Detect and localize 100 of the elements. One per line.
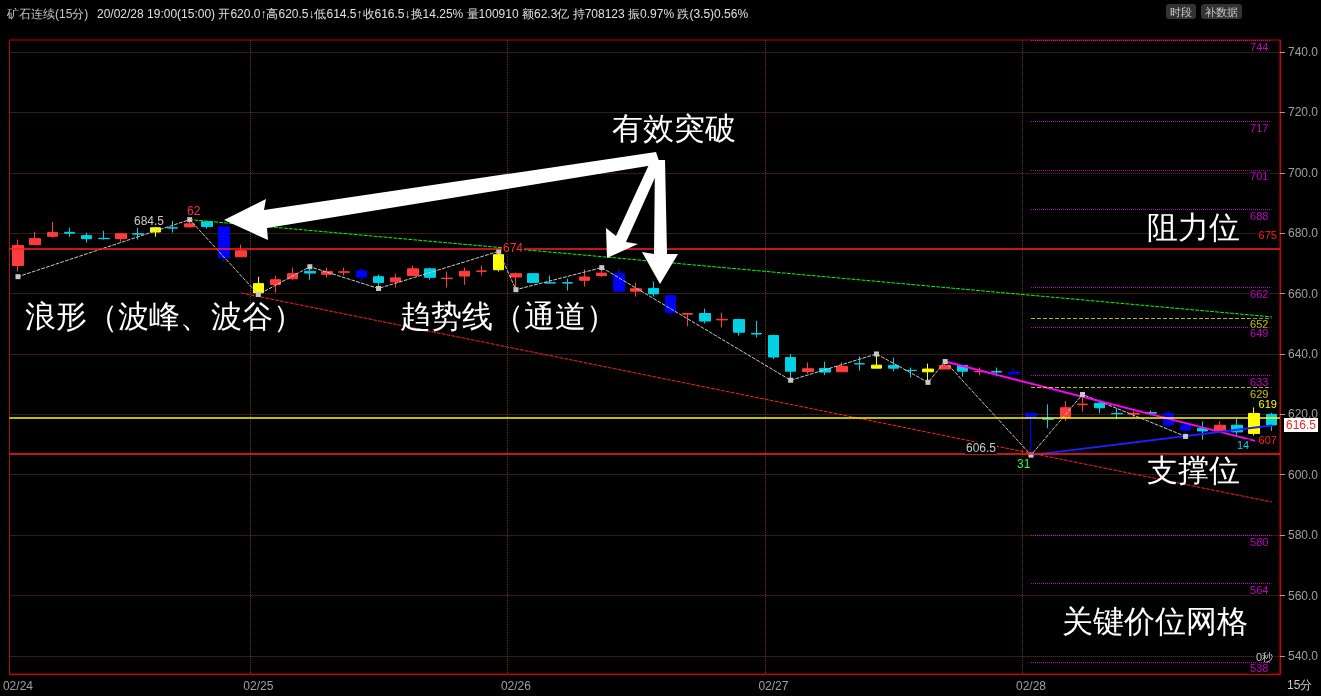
- candlestick: [356, 267, 367, 283]
- annotation: 有效突破: [612, 111, 736, 146]
- ref-line-label: 701: [1250, 170, 1269, 183]
- candlestick: [751, 320, 762, 338]
- candlestick: [596, 267, 607, 278]
- candlestick: [270, 275, 281, 294]
- y-tick-label: 640.0: [1287, 346, 1319, 361]
- candlestick: [476, 265, 487, 276]
- candlestick: [836, 361, 848, 373]
- ref-line-label: 607: [1258, 434, 1277, 447]
- candlestick: [768, 334, 779, 360]
- candlestick: [682, 312, 693, 327]
- candlestick: [304, 266, 316, 281]
- x-tick-label: 02/28: [1015, 679, 1047, 693]
- y-tick-label: 560.0: [1287, 588, 1319, 603]
- text: 补数据: [1205, 5, 1238, 18]
- text: 时段: [1170, 5, 1192, 18]
- annotation: 606.5: [966, 441, 997, 455]
- candlestick: [201, 221, 213, 230]
- ref-line-label: 633: [1250, 375, 1269, 388]
- candlestick: [785, 353, 796, 381]
- chart-subtitle: 20/02/28 19:00(15:00) 开620.0↑高620.5↓低614.5↑收616.5↓换14.25% 量100910 额62.3亿 持708123 振0.97% 跌(3.5)0.56%: [97, 7, 749, 21]
- candlestick: [64, 227, 75, 238]
- x-tick-label: 02/24: [2, 679, 34, 693]
- annotation: 支撑位: [1147, 453, 1240, 488]
- annotation: 31: [1017, 457, 1031, 472]
- annotation: 0秒: [1256, 650, 1274, 663]
- candlestick: [510, 271, 522, 291]
- x-tick-label: 02/25: [243, 679, 274, 693]
- y-tick-label: 580.0: [1287, 528, 1319, 543]
- ref-line-label: 688: [1250, 209, 1269, 222]
- candlestick: [235, 244, 247, 258]
- candlestick: [407, 265, 419, 276]
- candlestick: [562, 278, 573, 292]
- candlestick: [12, 239, 24, 273]
- ref-line-label: 652: [1250, 318, 1269, 331]
- candlestick: [1111, 407, 1123, 420]
- candlestick: [81, 232, 92, 244]
- x-tick-label: 02/27: [758, 679, 789, 693]
- ref-line-label: 619: [1258, 397, 1277, 410]
- candlestick: [733, 318, 745, 337]
- annotation: 674: [503, 241, 524, 255]
- point: [1080, 391, 1086, 397]
- candlestick: [716, 312, 728, 328]
- candlestick: [871, 353, 882, 369]
- y-tick-label: 720.0: [1287, 105, 1319, 120]
- candlestick: [802, 361, 814, 375]
- candlestick: [29, 231, 41, 246]
- point: [187, 217, 193, 223]
- annotation: 关键价位网格: [1062, 604, 1248, 639]
- annotation: 浪形（波峰、波谷）: [25, 299, 304, 334]
- point: [376, 285, 382, 291]
- annotation: 14: [1237, 438, 1250, 451]
- candlestick: [613, 268, 625, 292]
- y-tick-label: 700.0: [1287, 165, 1319, 180]
- candlestick: [47, 221, 58, 239]
- y-tick-label: 600.0: [1287, 467, 1319, 482]
- ref-line-label: 675: [1258, 228, 1277, 241]
- ref-line-label: 580: [1250, 535, 1269, 548]
- x-tick-label: 02/26: [500, 679, 532, 693]
- ref-line-label: 717: [1250, 122, 1269, 135]
- candlestick: [527, 273, 539, 283]
- ref-line-label: 629: [1250, 387, 1269, 400]
- y-tick-label: 660.0: [1287, 286, 1319, 301]
- point: [599, 265, 605, 271]
- candlestick: [648, 281, 659, 298]
- point: [255, 292, 261, 298]
- ref-line-label: 649: [1250, 327, 1269, 340]
- candlestick: [441, 271, 453, 289]
- candlestick: [390, 273, 401, 289]
- annotation: 阻力位: [1147, 210, 1240, 245]
- candlestick: [905, 367, 917, 379]
- candlestick: [98, 230, 110, 241]
- point: [307, 264, 313, 270]
- point: [873, 351, 879, 357]
- point: [942, 359, 948, 365]
- point: [925, 379, 931, 385]
- candlestick: [579, 268, 590, 288]
- candlestick: [459, 267, 470, 286]
- text: 15分: [1287, 678, 1313, 692]
- ref-line-label: 662: [1250, 288, 1269, 301]
- ref-line-label: 564: [1250, 583, 1269, 596]
- candlestick: [991, 367, 1002, 377]
- y-tick-label: 680.0: [1287, 226, 1319, 241]
- candlestick: [699, 308, 711, 324]
- candlestick: [1008, 367, 1020, 376]
- candlestick: [1042, 403, 1054, 429]
- annotation: 62: [187, 204, 201, 218]
- candlestick: [132, 227, 144, 241]
- point: [513, 287, 519, 293]
- y-tick-label: 740.0: [1287, 45, 1319, 60]
- candlestick: [922, 363, 934, 383]
- annotation: 684.5: [134, 214, 165, 228]
- candlestick: [1094, 399, 1105, 414]
- candlestick: [218, 226, 230, 263]
- chart-title: 矿石连续(15分): [6, 7, 89, 21]
- ref-line-label: 744: [1250, 40, 1269, 53]
- candlestick: [338, 267, 350, 276]
- point: [15, 274, 21, 280]
- candlestick: [373, 274, 384, 289]
